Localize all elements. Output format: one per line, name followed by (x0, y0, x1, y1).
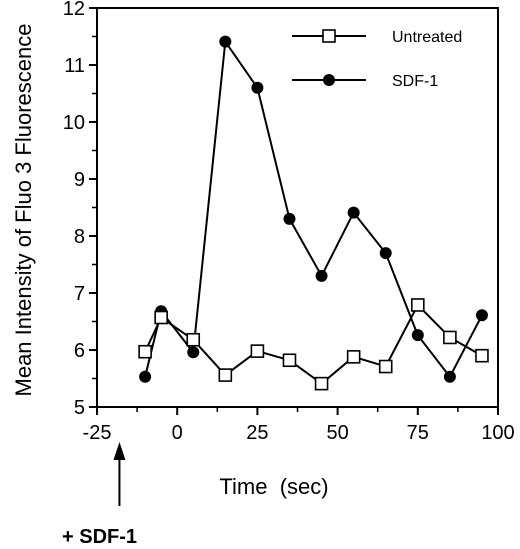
open-square-icon (322, 29, 336, 43)
axes: -25 0 25 50 75 100 5 6 7 8 9 10 11 12 (63, 0, 515, 444)
data-point (475, 309, 488, 322)
data-point (475, 348, 489, 363)
data-point (139, 370, 152, 383)
data-point (378, 359, 393, 374)
x-tick-label: 75 (407, 422, 429, 444)
data-point (411, 329, 424, 342)
y-axis-title: Mean Intensity of Fluo 3 Fluorescence (11, 24, 36, 397)
data-point (154, 310, 168, 325)
data-point (346, 350, 361, 364)
y-tick-label: 10 (63, 112, 85, 134)
data-point (187, 346, 200, 359)
series-line (144, 38, 483, 379)
sdf1-addition-annotation: + SDF-1 (62, 442, 137, 548)
annotation-label: + SDF-1 (62, 526, 137, 548)
series-untreated (138, 298, 489, 391)
y-tick-label: 9 (74, 169, 85, 191)
data-point (283, 212, 296, 225)
data-point (314, 376, 329, 391)
x-tick-label: 50 (326, 422, 348, 444)
y-tick-label: 8 (74, 226, 85, 248)
legend-item: Untreated (292, 29, 462, 46)
y-tick-label: 6 (74, 340, 85, 362)
series-layer (138, 35, 489, 391)
data-point (138, 344, 152, 359)
data-point (379, 247, 392, 260)
data-point (219, 35, 232, 48)
x-tick-label: -25 (83, 422, 112, 444)
x-tick-label: 25 (246, 422, 268, 444)
legend: Untreated SDF-1 (292, 29, 462, 90)
y-tick-label: 11 (64, 55, 85, 77)
data-point (410, 298, 425, 312)
data-point (218, 368, 233, 382)
y-tick-label: 7 (74, 283, 85, 305)
data-point (443, 370, 456, 383)
x-axis-title: Time (sec) (219, 474, 328, 499)
data-point (443, 330, 457, 345)
legend-item: SDF-1 (292, 73, 438, 90)
legend-label: SDF-1 (392, 73, 438, 90)
y-tick-label: 5 (74, 397, 85, 419)
x-tick-label: 0 (172, 422, 183, 444)
legend-label: Untreated (392, 29, 462, 46)
arrow-up-icon (113, 442, 126, 460)
data-point (186, 332, 201, 347)
data-point (251, 81, 264, 94)
data-point (250, 344, 265, 358)
filled-circle-icon (323, 74, 335, 86)
data-point (315, 269, 328, 282)
x-tick-label: 100 (481, 422, 514, 444)
data-point (282, 353, 297, 368)
data-point (347, 206, 360, 219)
plot-frame (96, 7, 499, 408)
y-tick-label: 12 (63, 0, 85, 20)
